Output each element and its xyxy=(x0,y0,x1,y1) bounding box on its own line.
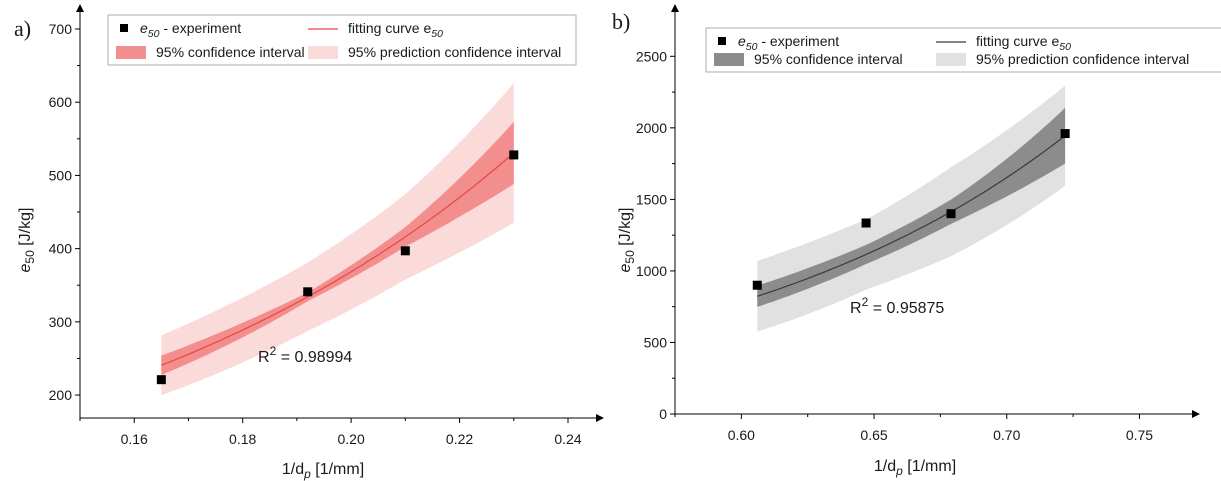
y-axis-title-main: e xyxy=(617,263,634,272)
y-axis-title-tail: [J/kg] xyxy=(17,208,34,251)
legend-confidence-label: 95% confidence interval xyxy=(156,44,305,60)
x-tick-label: 0.70 xyxy=(993,427,1020,443)
y-axis-arrow-icon xyxy=(76,4,84,12)
legend-experiment-label-sub: 50 xyxy=(148,28,160,40)
legend-fit-label: fitting curve e50 xyxy=(976,33,1071,53)
y-axis-arrow-icon xyxy=(671,4,679,12)
legend-prediction-label: 95% prediction confidence interval xyxy=(976,51,1189,67)
x-axis-title-tail: [1/mm] xyxy=(311,461,364,478)
y-axis-title-main: e xyxy=(17,263,34,272)
x-tick-label: 0.16 xyxy=(121,431,148,447)
fit-curve xyxy=(757,135,1066,297)
x-tick-label: 0.22 xyxy=(446,431,473,447)
legend-confidence-swatch xyxy=(714,53,744,66)
prediction-band xyxy=(161,83,514,396)
legend-experiment-label-tail: - experiment xyxy=(159,20,241,36)
data-point xyxy=(156,375,166,385)
legend-fit-label-main: fitting curve e xyxy=(348,20,431,36)
r-squared-annotation: R2 = 0.98994 xyxy=(258,344,352,366)
legend-experiment-label: e50 - experiment xyxy=(738,33,839,53)
y-tick-label: 1500 xyxy=(636,191,667,207)
y-tick-label: 2500 xyxy=(636,48,667,64)
y-tick-label: 2000 xyxy=(636,120,667,136)
data-point xyxy=(509,150,519,160)
x-axis-title-main: 1/d xyxy=(874,458,896,475)
legend-fit-label-main: fitting curve e xyxy=(976,33,1059,49)
legend-point-swatch xyxy=(718,37,726,45)
y-tick-label: 500 xyxy=(49,167,73,183)
y-tick-label: 600 xyxy=(49,94,73,110)
legend-confidence-swatch xyxy=(116,46,146,59)
r-squared-annotation-tail: = 0.95875 xyxy=(868,300,944,317)
y-axis-title: e50 [J/kg] xyxy=(17,208,37,273)
legend-prediction-label: 95% prediction confidence interval xyxy=(348,44,561,60)
x-axis-title-sub: p xyxy=(303,467,311,481)
r-squared-annotation-tail: = 0.98994 xyxy=(276,349,352,366)
r-squared-annotation-main: R xyxy=(850,300,862,317)
x-tick-label: 0.60 xyxy=(728,427,755,443)
x-axis-title-tail: [1/mm] xyxy=(903,458,956,475)
r-squared-annotation-main: R xyxy=(258,349,270,366)
x-tick-label: 0.65 xyxy=(860,427,887,443)
data-point xyxy=(303,287,313,297)
y-tick-label: 300 xyxy=(49,314,73,330)
legend-frame xyxy=(107,14,577,66)
panel-label: b) xyxy=(612,9,630,34)
y-tick-label: 700 xyxy=(49,21,73,37)
x-axis-arrow-icon xyxy=(1192,410,1200,418)
y-axis-title: e50 [J/kg] xyxy=(617,208,637,273)
r-squared-annotation: R2 = 0.95875 xyxy=(850,295,944,317)
y-tick-label: 1000 xyxy=(636,263,667,279)
x-axis-title-sub: p xyxy=(895,464,903,478)
legend-experiment-label: e50 - experiment xyxy=(140,20,241,40)
r-squared-annotation-sup: 2 xyxy=(270,344,277,358)
legend-experiment-label-main: e xyxy=(140,20,148,36)
legend-fit-label: fitting curve e50 xyxy=(348,20,443,40)
legend-point-swatch xyxy=(120,24,128,32)
legend-prediction-swatch xyxy=(936,53,966,66)
data-point xyxy=(946,209,956,219)
chart-panel-a: 200 300 400 500 600 700 0.16 0.18 0.20 0.22 0.24 1/… xyxy=(14,4,604,481)
confidence-band xyxy=(757,107,1066,307)
chart-panel-b: 0 500 1000 1500 2000 2500 0.60 0.65 0.70 0.75 1/dp… xyxy=(612,4,1221,478)
y-tick-label: 0 xyxy=(659,406,667,422)
legend-experiment-label-sub: 50 xyxy=(746,41,758,53)
fit-curve xyxy=(161,152,515,366)
y-tick-label: 500 xyxy=(644,334,668,350)
legend-confidence-label: 95% confidence interval xyxy=(754,51,903,67)
y-tick-label: 400 xyxy=(49,241,73,257)
confidence-band xyxy=(161,121,514,376)
panel-label: a) xyxy=(14,16,31,41)
x-tick-label: 0.24 xyxy=(554,431,581,447)
x-axis-title: 1/dp [1/mm] xyxy=(874,458,956,478)
legend-fit-label-sub: 50 xyxy=(1059,41,1071,53)
x-axis-arrow-icon xyxy=(596,414,604,422)
y-axis-title-tail: [J/kg] xyxy=(617,208,634,251)
y-axis-title-sub: 50 xyxy=(623,250,637,264)
legend-prediction-swatch xyxy=(308,46,338,59)
data-point xyxy=(1060,129,1070,139)
data-point xyxy=(861,218,871,228)
y-tick-label: 200 xyxy=(49,387,73,403)
data-point xyxy=(752,280,762,290)
x-tick-label: 0.75 xyxy=(1126,427,1153,443)
r-squared-annotation-sup: 2 xyxy=(862,295,869,309)
x-tick-label: 0.18 xyxy=(229,431,256,447)
y-axis-title-sub: 50 xyxy=(23,250,37,264)
x-axis-title: 1/dp [1/mm] xyxy=(282,461,364,481)
data-point xyxy=(400,246,410,256)
x-tick-label: 0.20 xyxy=(337,431,364,447)
legend-experiment-label-tail: - experiment xyxy=(757,33,839,49)
x-axis-title-main: 1/d xyxy=(282,461,304,478)
legend-fit-label-sub: 50 xyxy=(431,28,443,40)
legend-experiment-label-main: e xyxy=(738,33,746,49)
prediction-band xyxy=(757,85,1066,332)
